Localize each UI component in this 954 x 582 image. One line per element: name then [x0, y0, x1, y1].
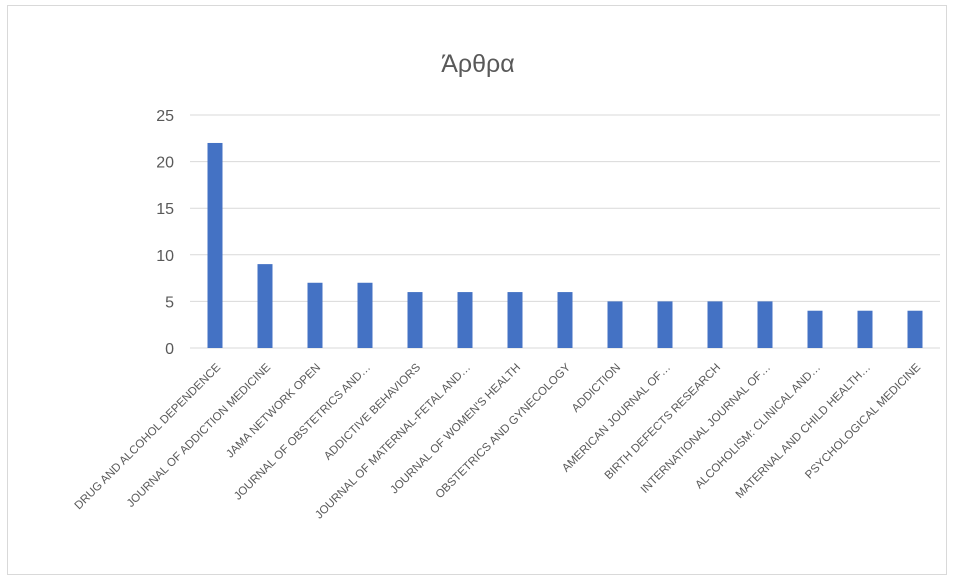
bar	[207, 142, 223, 348]
y-tick-label: 20	[156, 155, 174, 172]
y-tick-label: 0	[165, 341, 174, 358]
y-axis-ticks: 0 5 10 15 20 25	[156, 108, 174, 358]
bar	[707, 301, 723, 348]
bar	[907, 310, 923, 348]
bar	[257, 264, 273, 348]
bar	[507, 292, 523, 348]
bar	[657, 301, 673, 348]
bar	[757, 301, 773, 348]
chart-title: Άρθρα	[441, 50, 515, 78]
y-tick-label: 15	[156, 201, 174, 218]
chart-frame: Άρθρα 0 5 10 15 20 25 DRUG AND ALCOHOL DEPEND…	[7, 5, 947, 575]
bar-chart: Άρθρα 0 5 10 15 20 25 DRUG AND ALCOHOL DEPEND…	[73, 50, 940, 521]
bars	[207, 142, 923, 348]
y-tick-label: 5	[165, 294, 174, 311]
bar	[307, 282, 323, 348]
bar	[557, 292, 573, 348]
x-category-label: ADDICTIVE BEHAVIORS	[322, 361, 423, 462]
x-category-label: ADDICTION	[570, 362, 623, 415]
bar	[457, 292, 473, 348]
bar	[607, 301, 623, 348]
bar	[807, 310, 823, 348]
x-category-label: AMERICAN JOURNAL OF…	[560, 362, 673, 475]
bar	[857, 310, 873, 348]
y-tick-label: 25	[156, 108, 174, 125]
bar	[357, 282, 373, 348]
x-category-label: JAMA NETWORK OPEN	[224, 362, 323, 461]
bar	[407, 292, 423, 348]
y-tick-label: 10	[156, 248, 174, 265]
